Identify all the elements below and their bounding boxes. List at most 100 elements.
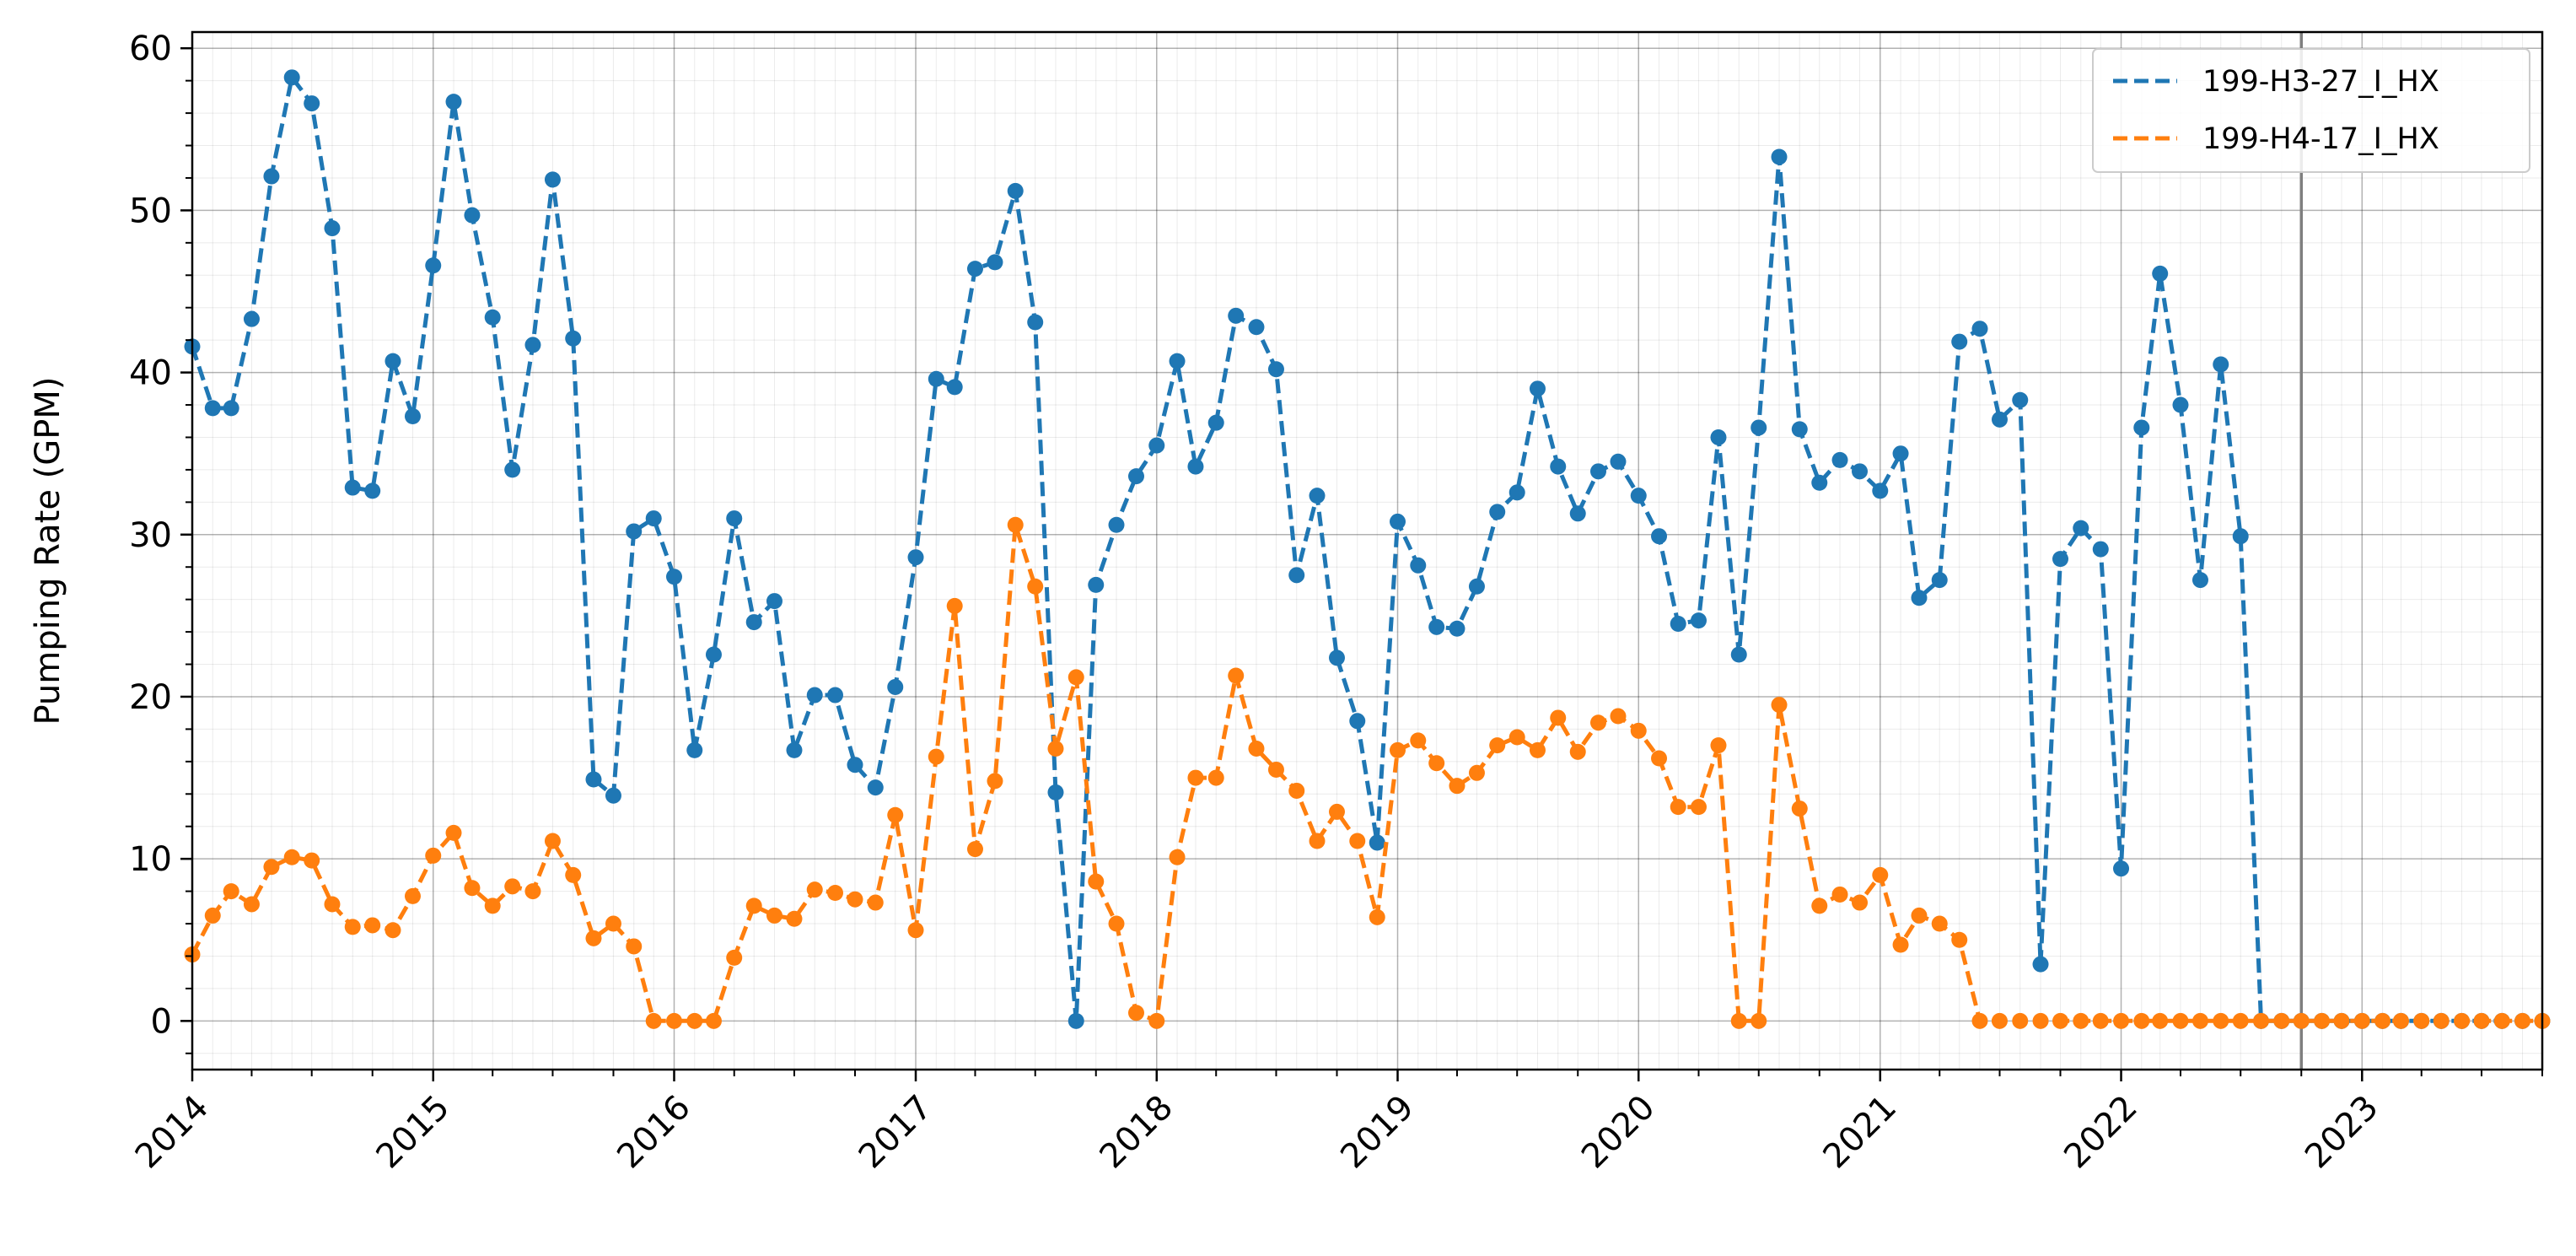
data-point <box>1951 931 1968 948</box>
data-point <box>1911 590 1928 606</box>
data-point <box>946 379 963 396</box>
y-axis-label: Pumping Rate (GPM) <box>29 377 67 725</box>
data-point <box>204 400 221 417</box>
data-point <box>1690 799 1707 816</box>
data-point <box>1108 516 1125 533</box>
y-tick-label: 20 <box>129 678 172 717</box>
data-point <box>1148 437 1165 454</box>
data-point <box>565 330 582 347</box>
data-point <box>1892 936 1909 953</box>
data-point <box>705 1012 722 1029</box>
data-point <box>887 806 904 823</box>
data-point <box>1991 1012 2008 1029</box>
data-point <box>1710 429 1727 445</box>
data-point <box>223 883 239 900</box>
data-point <box>445 824 462 841</box>
data-point <box>1529 380 1546 397</box>
data-point <box>223 400 239 417</box>
plot-frame <box>191 30 2544 1071</box>
data-point <box>887 678 904 695</box>
data-point <box>1892 445 1909 462</box>
data-point <box>404 887 421 904</box>
data-point <box>1267 361 1284 378</box>
legend: 199-H3-27_I_HX 199-H4-17_I_HX <box>2092 48 2530 173</box>
data-point <box>847 891 863 908</box>
data-point <box>1852 463 1869 480</box>
data-point <box>2191 572 2208 589</box>
data-point <box>1288 782 1305 799</box>
data-point <box>2073 1012 2089 1029</box>
y-tick-label: 50 <box>129 191 172 230</box>
data-point <box>645 1012 662 1029</box>
data-point <box>1508 484 1525 501</box>
data-point <box>1428 755 1445 772</box>
legend-label: 199-H4-17_I_HX <box>2202 122 2439 156</box>
data-point <box>425 257 442 274</box>
data-point <box>2073 520 2089 536</box>
y-tick-label: 10 <box>129 840 172 879</box>
data-point <box>1529 741 1546 758</box>
data-point <box>2252 1012 2269 1029</box>
data-point <box>1248 319 1265 336</box>
data-point <box>907 549 924 566</box>
data-point <box>1971 321 1988 337</box>
legend-box <box>2092 48 2530 173</box>
data-point <box>565 866 582 883</box>
data-point <box>1508 729 1525 746</box>
data-point <box>686 1012 703 1029</box>
data-point <box>2052 1012 2069 1029</box>
data-point <box>1349 833 1366 849</box>
data-point <box>786 741 803 758</box>
data-point <box>425 847 442 864</box>
data-point <box>1651 528 1668 545</box>
data-point <box>484 309 501 326</box>
data-point <box>1449 620 1465 637</box>
data-point <box>1852 894 1869 911</box>
data-point <box>1007 516 1024 533</box>
data-point <box>806 881 823 898</box>
data-point <box>665 569 682 585</box>
data-point <box>1027 314 1044 331</box>
data-point <box>2152 1012 2169 1029</box>
data-point <box>1068 669 1084 686</box>
data-point <box>344 479 361 496</box>
data-point <box>1390 741 1406 758</box>
data-point <box>1309 488 1326 504</box>
data-point <box>2232 528 2249 545</box>
data-point <box>605 787 621 804</box>
data-point <box>1630 488 1647 504</box>
data-point <box>464 207 481 224</box>
data-point <box>2314 1012 2331 1029</box>
data-point <box>2012 1012 2029 1029</box>
data-point <box>2172 396 2189 413</box>
data-point <box>544 171 561 188</box>
data-point <box>1047 784 1064 800</box>
data-point <box>324 220 341 237</box>
data-point <box>2032 956 2049 973</box>
data-point <box>364 482 381 499</box>
data-point <box>1550 458 1567 475</box>
data-point <box>2453 1012 2470 1029</box>
data-point <box>987 773 1003 790</box>
data-point <box>1569 743 1586 760</box>
data-point <box>385 922 401 939</box>
data-point <box>1630 722 1647 739</box>
data-point <box>1590 714 1607 731</box>
data-point <box>1449 778 1465 795</box>
data-point <box>324 896 341 913</box>
data-point <box>1068 1012 1084 1029</box>
data-point <box>304 852 320 869</box>
y-tick-label: 60 <box>129 30 172 68</box>
data-point <box>1169 353 1186 369</box>
data-point <box>1328 650 1345 666</box>
data-point <box>1127 468 1144 485</box>
data-point <box>1468 578 1485 595</box>
data-point <box>445 94 462 111</box>
data-point <box>1991 411 2008 428</box>
data-point <box>2392 1012 2409 1029</box>
data-point <box>1651 750 1668 767</box>
data-point <box>504 461 521 478</box>
data-point <box>2113 860 2130 877</box>
